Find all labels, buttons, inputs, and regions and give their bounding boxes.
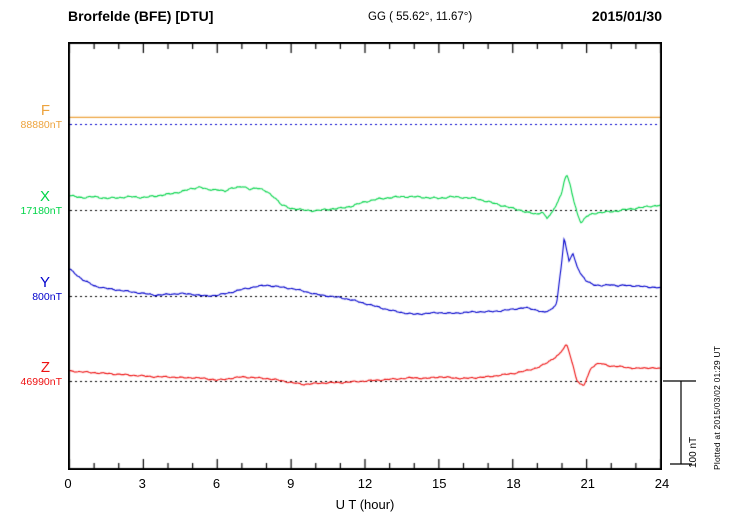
x-tick-label: 9: [287, 476, 295, 491]
x-tick-label: 3: [138, 476, 146, 491]
plot-date: 2015/01/30: [591, 8, 662, 24]
component-letter-x: X: [39, 188, 50, 205]
component-letter-f: F: [40, 102, 50, 119]
x-tick-label: 21: [580, 476, 595, 491]
station-title: Brorfelde (BFE) [DTU]: [68, 8, 214, 24]
component-letter-y: Y: [39, 274, 50, 291]
component-baseline-y: 800nT: [32, 291, 62, 303]
component-label-z: Z 46990nT: [2, 359, 62, 389]
x-tick-label: 24: [654, 476, 670, 491]
component-label-x: X 17180nT: [2, 188, 62, 218]
plotted-at-note: Plotted at 2015/03/02 01:29 UT: [712, 345, 722, 470]
component-label-y: Y 800nT: [2, 274, 62, 304]
x-tick-label: 6: [212, 476, 221, 491]
magnetogram-plot: [68, 42, 662, 470]
x-tick-label: 18: [506, 476, 521, 491]
component-baseline-x: 17180nT: [20, 205, 62, 217]
component-baseline-z: 46990nT: [20, 376, 62, 388]
x-tick-label: 12: [357, 476, 373, 491]
scale-bar-label: 100 nT: [688, 436, 699, 468]
x-tick-label: 15: [432, 476, 447, 491]
component-baseline-f: 88880nT: [20, 119, 62, 131]
geographic-coordinates: GG ( 55.62°, 11.67°): [368, 11, 473, 23]
x-tick-label: 0: [64, 476, 72, 491]
component-letter-z: Z: [40, 359, 50, 376]
component-label-f: F 88880nT: [2, 102, 62, 132]
x-axis-title: U T (hour): [335, 497, 395, 512]
